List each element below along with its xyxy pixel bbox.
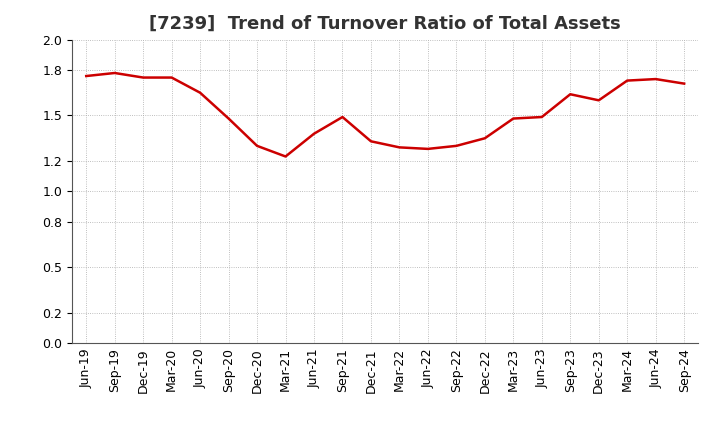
Title: [7239]  Trend of Turnover Ratio of Total Assets: [7239] Trend of Turnover Ratio of Total … xyxy=(149,15,621,33)
